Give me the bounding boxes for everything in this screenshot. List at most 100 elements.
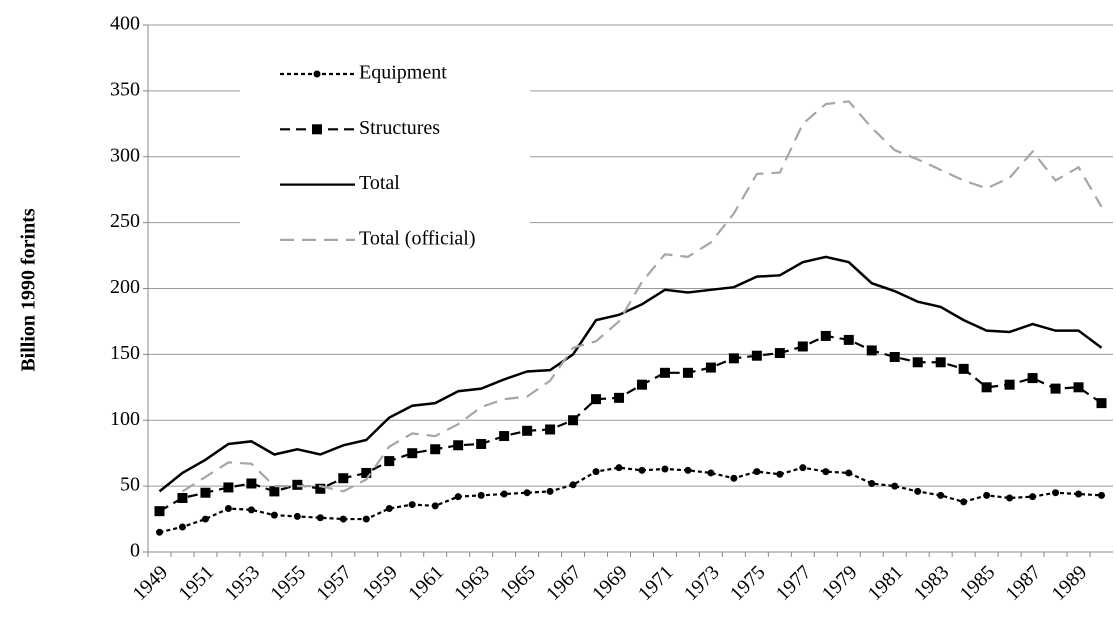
x-tick-label: 1953 xyxy=(220,561,264,605)
point-marker xyxy=(568,415,579,426)
point-marker xyxy=(797,341,808,352)
point-marker xyxy=(408,501,416,509)
x-tick-label: 1981 xyxy=(864,561,908,605)
y-tick-label: 0 xyxy=(130,540,140,562)
point-marker xyxy=(615,464,623,472)
point-marker xyxy=(937,491,945,499)
point-marker xyxy=(270,511,278,519)
x-tick-label: 1967 xyxy=(542,561,586,605)
point-marker xyxy=(684,466,692,474)
point-marker xyxy=(707,469,715,477)
x-tick-label: 1969 xyxy=(588,561,632,605)
point-marker xyxy=(269,486,280,497)
point-marker xyxy=(569,481,577,489)
point-marker xyxy=(476,438,487,449)
point-marker xyxy=(201,515,209,523)
point-marker xyxy=(822,468,830,476)
point-marker xyxy=(659,367,670,378)
x-tick-label: 1979 xyxy=(818,561,862,605)
point-marker xyxy=(1029,493,1037,501)
point-marker xyxy=(155,528,163,536)
legend-background xyxy=(240,45,530,267)
point-marker xyxy=(1073,382,1084,393)
point-marker xyxy=(636,379,647,390)
point-marker xyxy=(753,468,761,476)
y-tick-label: 350 xyxy=(110,78,140,100)
point-marker xyxy=(1027,373,1038,384)
point-marker xyxy=(751,350,762,361)
x-tick-label: 1955 xyxy=(266,561,310,605)
point-marker xyxy=(891,482,899,490)
y-tick-label: 50 xyxy=(120,474,140,496)
point-marker xyxy=(889,352,900,363)
point-marker xyxy=(1075,490,1083,498)
y-tick-label: 400 xyxy=(110,13,140,35)
legend-marker xyxy=(312,124,322,135)
point-marker xyxy=(546,487,554,495)
x-tick-label: 1987 xyxy=(1002,561,1046,605)
point-marker xyxy=(591,394,602,405)
series-line xyxy=(158,255,1103,493)
y-tick-label: 200 xyxy=(110,276,140,298)
point-marker xyxy=(614,392,625,403)
point-marker xyxy=(1098,491,1106,499)
point-marker xyxy=(339,515,347,523)
point-marker xyxy=(523,489,531,497)
point-marker xyxy=(361,467,372,478)
point-marker xyxy=(1006,494,1014,502)
point-marker xyxy=(178,523,186,531)
point-marker xyxy=(868,479,876,487)
point-marker xyxy=(454,493,462,501)
y-tick-label: 150 xyxy=(110,342,140,364)
point-marker xyxy=(914,487,922,495)
point-marker xyxy=(200,487,211,498)
point-marker xyxy=(453,440,464,451)
point-marker xyxy=(316,514,324,522)
point-marker xyxy=(1052,489,1060,497)
point-marker xyxy=(960,498,968,506)
y-tick-label: 100 xyxy=(110,408,140,430)
x-tick-label: 1971 xyxy=(634,561,678,605)
point-marker xyxy=(774,348,785,359)
y-axis-label: Billion 1990 forints xyxy=(18,208,40,372)
point-marker xyxy=(912,357,923,368)
point-marker xyxy=(407,448,418,459)
x-tick-label: 1959 xyxy=(358,561,402,605)
point-marker xyxy=(592,468,600,476)
legend-label: Total xyxy=(359,172,400,194)
point-marker xyxy=(338,473,349,484)
point-marker xyxy=(705,362,716,373)
point-marker xyxy=(362,515,370,523)
legend-label: Total (official) xyxy=(359,227,476,249)
point-marker xyxy=(246,478,257,489)
point-marker xyxy=(866,345,877,356)
point-marker xyxy=(177,492,188,503)
point-marker xyxy=(638,466,646,474)
x-tick-label: 1949 xyxy=(128,561,172,605)
point-marker xyxy=(776,470,784,478)
point-marker xyxy=(315,483,326,494)
point-marker xyxy=(682,367,693,378)
point-marker xyxy=(385,505,393,513)
point-marker xyxy=(935,357,946,368)
legend-label: Structures xyxy=(359,117,440,139)
point-marker xyxy=(981,382,992,393)
point-marker xyxy=(728,353,739,364)
point-marker xyxy=(545,424,556,435)
point-marker xyxy=(431,502,439,510)
x-tick-label: 1965 xyxy=(496,561,540,605)
point-marker xyxy=(983,491,991,499)
point-marker xyxy=(154,506,165,517)
point-marker xyxy=(477,491,485,499)
point-marker xyxy=(499,431,510,442)
x-tick-label: 1961 xyxy=(404,561,448,605)
x-tick-label: 1975 xyxy=(726,561,770,605)
y-tick-label: 300 xyxy=(110,144,140,166)
x-tick-label: 1985 xyxy=(956,561,1000,605)
x-tick-label: 1963 xyxy=(450,561,494,605)
point-marker xyxy=(384,456,395,467)
x-tick-label: 1989 xyxy=(1047,561,1091,605)
point-marker xyxy=(843,334,854,345)
x-tick-label: 1973 xyxy=(680,561,724,605)
point-marker xyxy=(430,444,441,455)
